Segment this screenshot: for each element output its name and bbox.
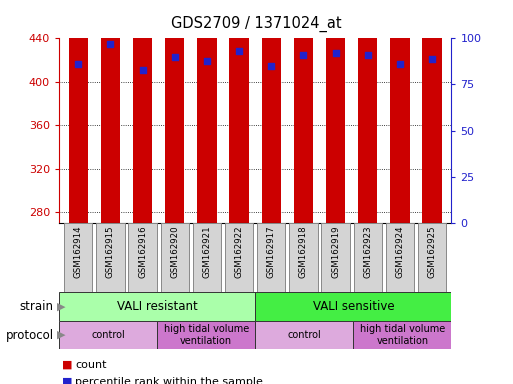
Point bbox=[300, 52, 308, 58]
Point bbox=[428, 56, 436, 62]
Text: control: control bbox=[287, 330, 321, 340]
Text: GSM162914: GSM162914 bbox=[74, 225, 83, 278]
Bar bbox=[322, 223, 350, 292]
Text: GSM162920: GSM162920 bbox=[170, 225, 180, 278]
Point bbox=[171, 54, 179, 60]
Bar bbox=[262, 0, 281, 223]
Text: VALI resistant: VALI resistant bbox=[117, 300, 198, 313]
Text: GSM162917: GSM162917 bbox=[267, 225, 276, 278]
Bar bbox=[157, 321, 255, 349]
Bar bbox=[59, 292, 255, 321]
Text: VALI sensitive: VALI sensitive bbox=[312, 300, 394, 313]
Bar bbox=[423, 0, 442, 223]
Bar bbox=[229, 0, 249, 223]
Text: GSM162924: GSM162924 bbox=[396, 225, 404, 278]
Bar bbox=[59, 321, 157, 349]
Point bbox=[235, 48, 243, 55]
Point bbox=[364, 52, 372, 58]
Point bbox=[139, 67, 147, 73]
Point bbox=[106, 41, 114, 47]
Bar bbox=[198, 0, 216, 223]
Text: ■: ■ bbox=[62, 377, 72, 384]
Text: GSM162923: GSM162923 bbox=[363, 225, 372, 278]
Point bbox=[74, 61, 83, 67]
Bar bbox=[161, 223, 189, 292]
Bar bbox=[289, 223, 318, 292]
Text: GDS2709 / 1371024_at: GDS2709 / 1371024_at bbox=[171, 15, 342, 31]
Text: GSM162921: GSM162921 bbox=[203, 225, 211, 278]
Text: control: control bbox=[91, 330, 125, 340]
Text: GSM162919: GSM162919 bbox=[331, 225, 340, 278]
Bar bbox=[69, 0, 88, 223]
Bar bbox=[101, 0, 120, 223]
Bar bbox=[128, 223, 157, 292]
Bar bbox=[64, 223, 92, 292]
Bar bbox=[418, 223, 446, 292]
Point bbox=[203, 58, 211, 64]
Text: GSM162922: GSM162922 bbox=[234, 225, 244, 278]
Bar bbox=[353, 321, 451, 349]
Text: protocol: protocol bbox=[6, 329, 54, 341]
Text: high tidal volume
ventilation: high tidal volume ventilation bbox=[360, 324, 445, 346]
Bar bbox=[225, 223, 253, 292]
Text: ▶: ▶ bbox=[57, 301, 66, 311]
Point bbox=[396, 61, 404, 67]
Text: GSM162916: GSM162916 bbox=[138, 225, 147, 278]
Bar bbox=[255, 321, 353, 349]
Bar bbox=[96, 223, 125, 292]
Text: ■: ■ bbox=[62, 360, 72, 370]
Bar bbox=[386, 223, 414, 292]
Bar bbox=[165, 0, 185, 223]
Text: GSM162915: GSM162915 bbox=[106, 225, 115, 278]
Text: GSM162918: GSM162918 bbox=[299, 225, 308, 278]
Bar bbox=[133, 0, 152, 223]
Bar bbox=[358, 0, 378, 223]
Point bbox=[267, 63, 275, 69]
Bar bbox=[353, 223, 382, 292]
Bar bbox=[255, 292, 451, 321]
Text: high tidal volume
ventilation: high tidal volume ventilation bbox=[164, 324, 249, 346]
Point bbox=[331, 50, 340, 56]
Text: count: count bbox=[75, 360, 107, 370]
Text: ▶: ▶ bbox=[57, 330, 66, 340]
Text: GSM162925: GSM162925 bbox=[428, 225, 437, 278]
Bar bbox=[390, 0, 409, 223]
Bar bbox=[193, 223, 221, 292]
Bar bbox=[294, 0, 313, 223]
Text: percentile rank within the sample: percentile rank within the sample bbox=[75, 377, 263, 384]
Text: strain: strain bbox=[20, 300, 54, 313]
Bar bbox=[257, 223, 285, 292]
Bar bbox=[326, 0, 345, 223]
